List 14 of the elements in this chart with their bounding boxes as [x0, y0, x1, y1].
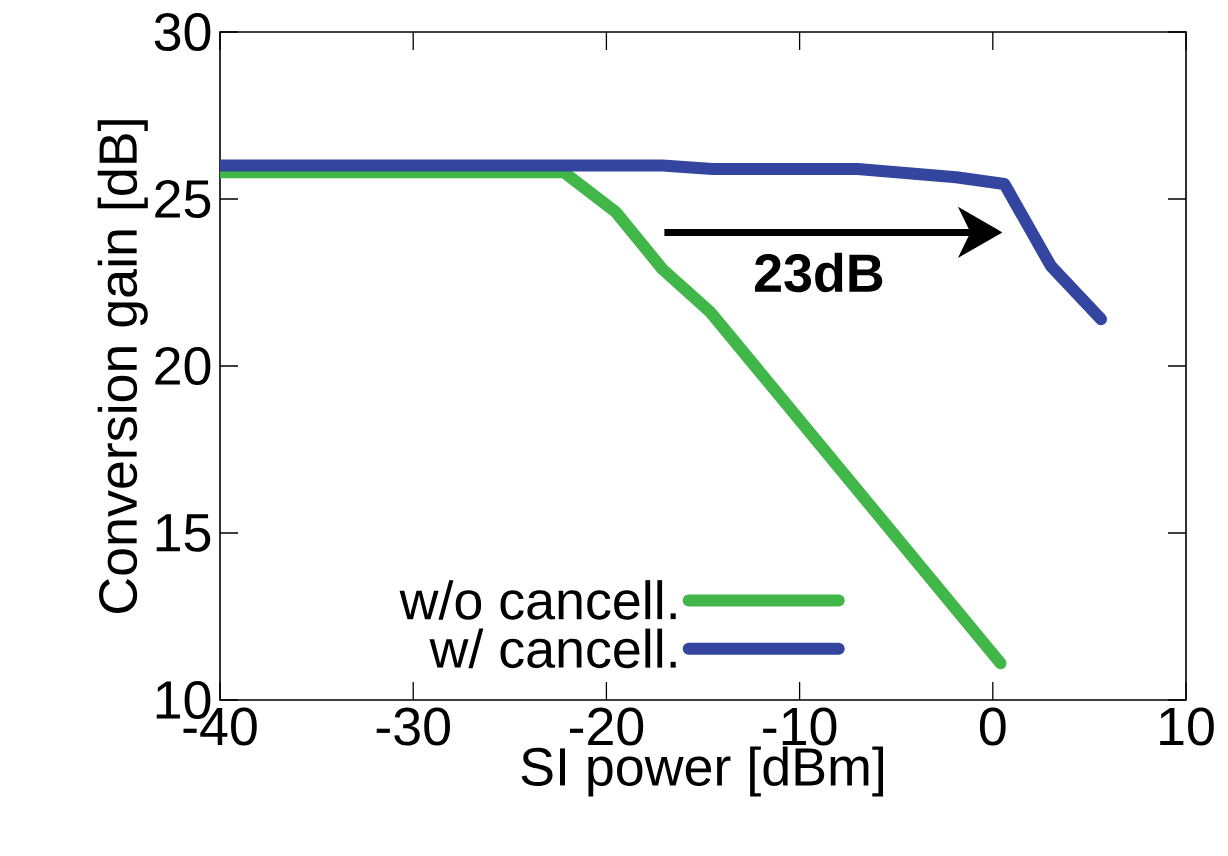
x-axis-title: SI power [dBm] — [521, 746, 883, 797]
x-tick-label: 0 — [979, 707, 1006, 746]
x-tick-label: -10 — [763, 707, 837, 746]
y-tick-label: 25 — [155, 179, 211, 219]
legend-label: w/o cancell. — [399, 580, 676, 620]
y-axis-title: Conversion gain [dB] — [97, 120, 148, 613]
y-tick-label: 30 — [154, 12, 211, 52]
annotation: 23dB — [755, 252, 883, 293]
y-tick-label: 20 — [155, 346, 211, 386]
legend-label: w/ cancell. — [429, 628, 676, 669]
y-tick-label: 15 — [156, 514, 211, 552]
x-tick-label: -30 — [376, 707, 450, 746]
x-tick-label: 10 — [1160, 707, 1214, 746]
x-tick-label: -20 — [569, 707, 644, 746]
